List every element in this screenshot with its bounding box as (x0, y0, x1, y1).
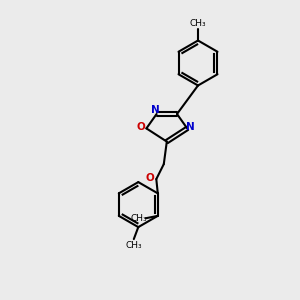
Text: O: O (146, 172, 155, 183)
Text: CH₃: CH₃ (131, 214, 148, 223)
Text: CH₃: CH₃ (125, 241, 142, 250)
Text: N: N (186, 122, 195, 132)
Text: N: N (151, 105, 160, 116)
Text: O: O (136, 122, 146, 132)
Text: CH₃: CH₃ (190, 19, 206, 28)
